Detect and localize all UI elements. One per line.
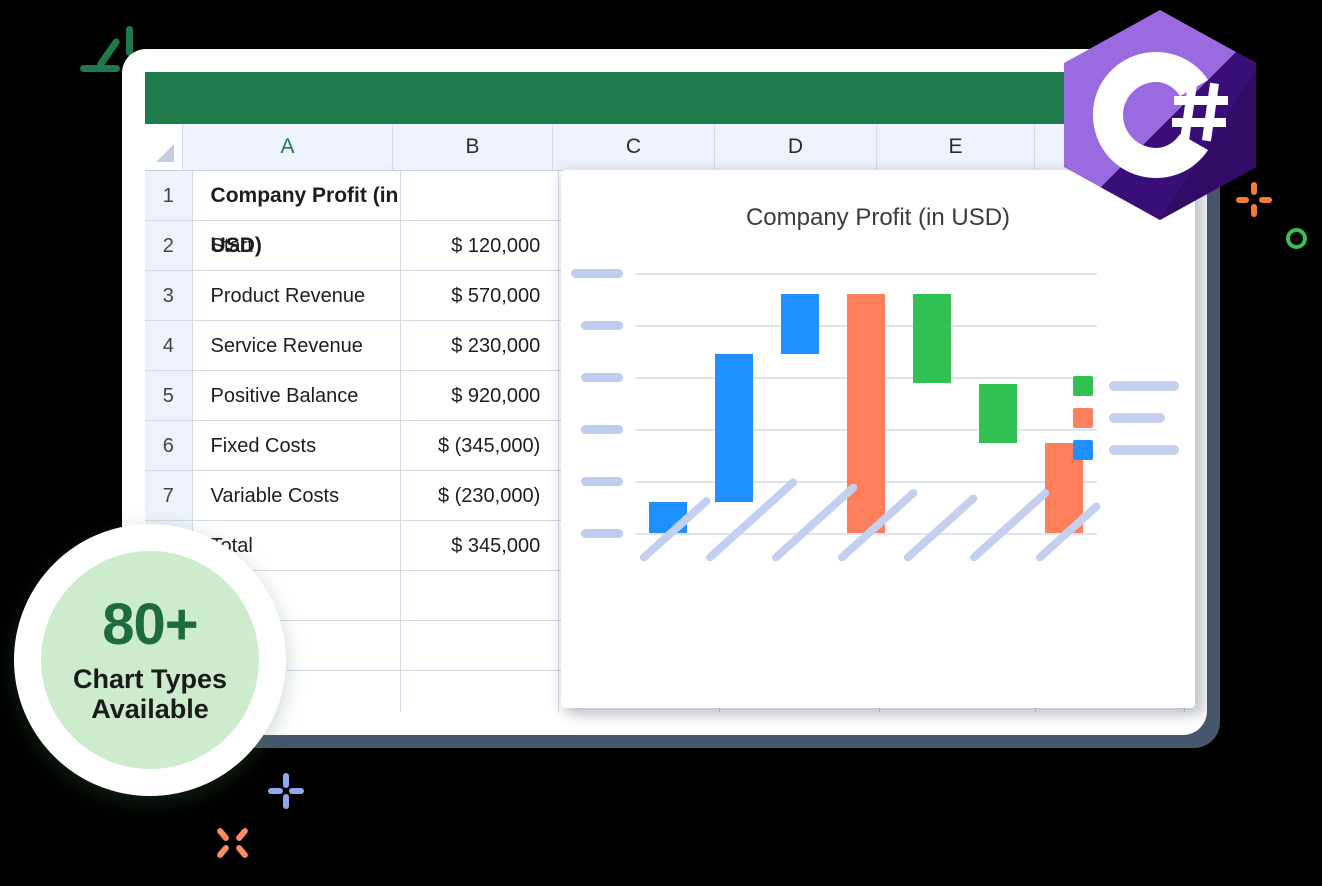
table-row[interactable]: 5 Positive Balance $ 920,000 [145,371,1185,421]
app-ribbon-bar [145,72,1185,124]
csharp-logo [1060,8,1260,222]
cell-a[interactable]: Positive Balance [192,371,401,421]
x-axis-label-placeholders [635,476,1103,660]
sparkle-orange-x-icon [215,826,250,860]
chart-bar[interactable] [715,353,753,502]
legend-item[interactable] [1073,434,1183,466]
legend-swatch [1073,408,1093,428]
cell-b[interactable]: $ 120,000 [400,221,560,271]
legend-item[interactable] [1073,370,1183,402]
cell-b[interactable]: $ 230,000 [400,321,560,371]
legend-item[interactable] [1073,402,1183,434]
table-row[interactable]: 3 Product Revenue $ 570,000 [145,271,1185,321]
csharp-logo-svg [1064,10,1256,220]
cell-b[interactable] [400,621,560,671]
cell-a[interactable]: Service Revenue [192,321,401,371]
column-header-a[interactable]: A [183,124,393,170]
chart-plot-area [571,269,1097,538]
cell-a[interactable]: Company Profit (in USD) [192,171,401,257]
chart-types-badge: 80+ Chart Types Available [41,551,259,769]
cell-b[interactable] [400,171,560,221]
csharp-hash [1172,82,1228,142]
legend-label-placeholder [1109,381,1179,391]
y-axis-tick-placeholder [581,529,623,538]
y-axis-tick-placeholder [581,373,623,382]
badge-line-1: Chart Types [72,663,228,694]
cell-b[interactable]: $ 570,000 [400,271,560,321]
column-header-e[interactable]: E [877,124,1035,170]
row-header[interactable]: 6 [145,421,193,471]
cell-b[interactable]: $ (345,000) [400,421,560,471]
table-row[interactable]: 6 Fixed Costs $ (345,000) [145,421,1185,471]
cell-b[interactable]: $ 920,000 [400,371,560,421]
row-header[interactable]: 3 [145,271,193,321]
cell-a[interactable]: Variable Costs [192,471,401,521]
sparkle-blue-plus-icon [268,773,304,809]
gridline [635,273,1097,275]
chart-bar[interactable] [847,293,885,533]
chart-bar[interactable] [781,293,819,354]
column-header-b[interactable]: B [393,124,553,170]
column-header-row: A B C D E F [145,124,1185,171]
chart-legend[interactable] [1073,370,1183,466]
y-axis-tick-placeholder [581,425,623,434]
row-header[interactable]: 4 [145,321,193,371]
row-header[interactable]: 5 [145,371,193,421]
y-axis-tick-placeholder [571,269,623,278]
cell-a[interactable] [192,621,401,671]
cell-a[interactable]: Start [192,221,401,271]
cell-b[interactable]: $ (230,000) [400,471,560,521]
legend-swatch [1073,440,1093,460]
column-header-d[interactable]: D [715,124,877,170]
y-axis-tick-placeholder [581,321,623,330]
cell-a[interactable] [193,671,401,712]
sparkle-orange-plus-icon [1236,182,1272,218]
row-header[interactable]: 1 [145,171,193,221]
row-header[interactable]: 2 [145,221,193,271]
cell-a[interactable]: Fixed Costs [192,421,401,471]
cell-b[interactable]: $ 345,000 [400,521,560,571]
csharp-letter-c [1093,52,1208,178]
cell-b[interactable] [400,571,560,621]
legend-label-placeholder [1109,413,1165,423]
cell-b[interactable] [401,671,560,712]
cell-a[interactable]: Product Revenue [192,271,401,321]
column-header-c[interactable]: C [553,124,715,170]
select-all-corner[interactable] [145,124,183,170]
legend-swatch [1073,376,1093,396]
chart-bar[interactable] [913,293,951,384]
cell-a[interactable] [192,571,401,621]
sparkle-green-icon [78,12,140,74]
chart-card[interactable]: Company Profit (in USD) [561,170,1195,708]
badge-number: 80+ [102,591,198,657]
ring-green-icon [1286,228,1307,249]
chart-bar[interactable] [979,383,1017,444]
legend-label-placeholder [1109,445,1179,455]
row-header[interactable]: 7 [145,471,193,521]
y-axis-tick-placeholder [581,477,623,486]
select-all-triangle-icon [156,144,174,162]
badge-line-2: Available [91,694,209,724]
chart-title: Company Profit (in USD) [745,204,1011,231]
